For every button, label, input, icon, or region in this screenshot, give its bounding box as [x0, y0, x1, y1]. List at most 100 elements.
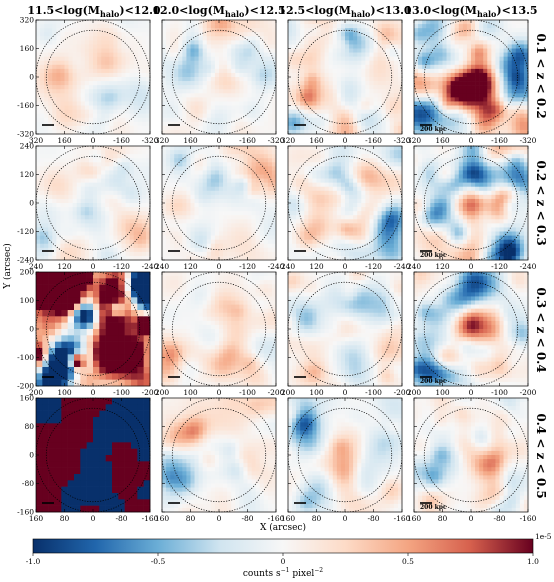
- map-pixel: [288, 178, 293, 183]
- map-pixel: [491, 129, 496, 135]
- map-pixel: [186, 150, 191, 155]
- map-pixel: [198, 24, 204, 29]
- map-pixel: [162, 239, 167, 245]
- map-pixel: [385, 44, 391, 49]
- map-pixel: [219, 117, 224, 123]
- map-pixel: [450, 97, 456, 102]
- map-pixel: [385, 125, 391, 131]
- map-pixel: [324, 129, 330, 135]
- map-pixel: [271, 194, 277, 200]
- map-pixel: [219, 109, 224, 114]
- map-pixel: [162, 186, 167, 192]
- map-pixel: [72, 20, 78, 25]
- map-pixel: [231, 125, 236, 131]
- map-pixel: [418, 20, 423, 25]
- map-pixel: [219, 219, 224, 224]
- map-pixel: [454, 105, 460, 110]
- map-pixel: [418, 77, 423, 82]
- map-pixel: [60, 178, 65, 183]
- map-pixel: [316, 117, 321, 123]
- map-pixel: [373, 117, 378, 123]
- map-pixel: [495, 85, 500, 90]
- map-pixel: [349, 40, 354, 45]
- map-pixel: [93, 48, 98, 53]
- map-pixel: [214, 215, 220, 220]
- map-pixel: [133, 44, 139, 49]
- map-pixel: [186, 97, 191, 102]
- map-pixel: [479, 113, 484, 119]
- map-pixel: [162, 68, 167, 74]
- map-pixel: [316, 32, 321, 37]
- stack-panel: 320 160 0 -160 -320: [281, 19, 411, 145]
- map-pixel: [121, 24, 126, 29]
- map-pixel: [141, 44, 147, 49]
- map-pixel: [292, 44, 297, 49]
- map-pixel: [214, 28, 220, 33]
- map-pixel: [300, 85, 305, 90]
- map-pixel: [227, 121, 232, 127]
- map-pixel: [105, 89, 110, 94]
- map-pixel: [336, 125, 342, 131]
- map-pixel: [503, 105, 508, 110]
- map-pixel: [223, 219, 228, 224]
- map-pixel: [263, 243, 269, 249]
- map-pixel: [227, 125, 232, 131]
- map-pixel: [499, 64, 504, 70]
- map-pixel: [259, 255, 265, 261]
- map-pixel: [129, 36, 135, 41]
- map-pixel: [328, 48, 334, 53]
- map-pixel: [462, 121, 468, 127]
- map-pixel: [235, 40, 240, 45]
- map-pixel: [523, 105, 529, 110]
- map-pixel: [206, 247, 212, 253]
- map-pixel: [336, 117, 342, 123]
- map-pixel: [397, 121, 403, 127]
- map-pixel: [68, 223, 73, 228]
- map-pixel: [190, 121, 195, 127]
- map-pixel: [227, 28, 232, 33]
- map-pixel: [499, 36, 504, 41]
- map-pixel: [44, 255, 49, 261]
- map-pixel: [312, 85, 317, 90]
- map-pixel: [414, 72, 419, 78]
- map-pixel: [186, 235, 191, 240]
- map-pixel: [515, 101, 521, 106]
- map-pixel: [227, 154, 232, 159]
- map-pixel: [357, 109, 362, 114]
- map-pixel: [263, 89, 269, 94]
- map-pixel: [373, 85, 378, 90]
- map-pixel: [170, 97, 175, 102]
- map-pixel: [292, 113, 297, 119]
- map-pixel: [219, 178, 224, 183]
- map-pixel: [308, 113, 313, 119]
- map-pixel: [389, 28, 395, 33]
- map-pixel: [373, 56, 378, 62]
- map-pixel: [353, 56, 358, 62]
- map-pixel: [214, 182, 220, 188]
- map-pixel: [48, 32, 53, 37]
- map-pixel: [219, 129, 224, 135]
- map-pixel: [231, 117, 236, 123]
- map-pixel: [194, 154, 199, 159]
- map-pixel: [300, 89, 305, 94]
- map-pixel: [72, 64, 78, 70]
- map-pixel: [60, 77, 65, 82]
- map-pixel: [141, 77, 147, 82]
- map-pixel: [328, 97, 334, 102]
- map-pixel: [324, 93, 330, 98]
- map-pixel: [373, 20, 378, 25]
- map-pixel: [84, 207, 90, 212]
- map-pixel: [336, 20, 342, 25]
- map-pixel: [288, 235, 293, 240]
- map-pixel: [300, 178, 305, 183]
- map-pixel: [44, 166, 49, 171]
- map-pixel: [88, 64, 94, 70]
- map-pixel: [125, 203, 130, 208]
- map-pixel: [239, 219, 244, 224]
- map-pixel: [36, 146, 41, 151]
- map-pixel: [186, 243, 191, 249]
- map-pixel: [76, 113, 82, 119]
- map-pixel: [267, 251, 273, 257]
- map-pixel: [182, 235, 187, 240]
- map-pixel: [109, 60, 114, 66]
